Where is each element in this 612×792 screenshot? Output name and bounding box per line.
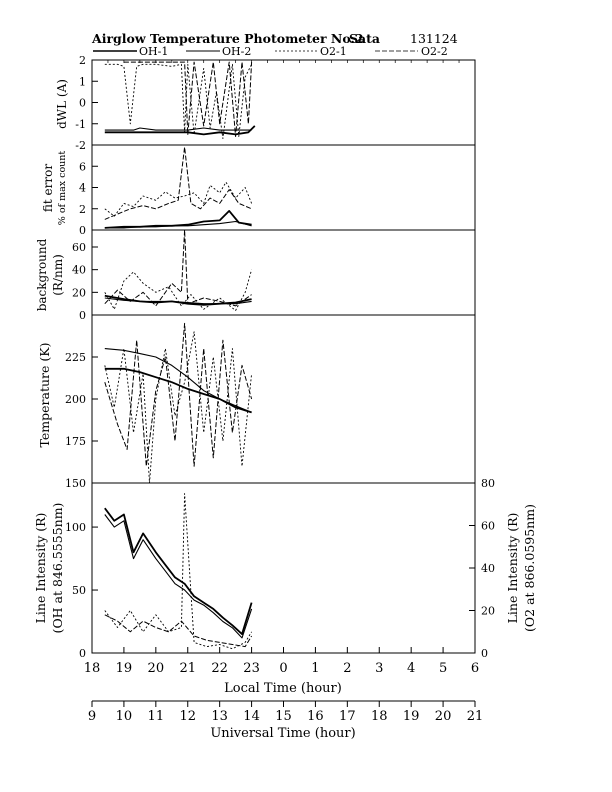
int-ticks-label-0: 100: [65, 521, 86, 534]
ut-tick-label-1: 10: [116, 709, 133, 724]
ut-tick-label-3: 12: [179, 709, 196, 724]
int-axis-sublabel-left: (OH at 846.5555nm): [50, 503, 65, 634]
bg-ticks-label-0: 60: [72, 241, 86, 254]
intensity-series-o21: [104, 493, 252, 650]
local-tick-label-7: 1: [311, 661, 319, 676]
local-tick-label-12: 6: [471, 661, 479, 676]
local-tick-label-0: 18: [84, 661, 101, 676]
int-tick-labels: 100 50 0 80 60 40 20 0: [65, 477, 495, 660]
intensity-series-o22: [104, 614, 253, 648]
int-ticks-label-3: 20: [481, 605, 495, 618]
dwl-ticks-label-2: 0: [79, 97, 86, 110]
temp-ticks-label-3: 150: [65, 477, 86, 490]
legend-label-o22: O2-2: [421, 45, 448, 58]
ut-tick-label-11: 20: [435, 709, 452, 724]
dwl-ticks-label-1: 1: [79, 75, 86, 88]
ut-tick-label-6: 15: [275, 709, 292, 724]
fit-axis-label: fit error: [41, 164, 55, 212]
ut-tick-label-9: 18: [371, 709, 388, 724]
legend-label-o21: O2-1: [320, 45, 347, 58]
x-axes: 18 19 20 21 22 23 0 1 2 3 4 5 69 10 11 12 13 14 15 16 17 18 19…: [84, 60, 484, 724]
fit-ticks-label-1: 4: [79, 182, 86, 195]
local-time-axis-title: Local Time (hour): [224, 681, 342, 696]
local-tick-label-10: 4: [407, 661, 415, 676]
int-axis-sublabel-right: (O2 at 866.0595nm): [522, 504, 537, 632]
local-tick-label-1: 19: [116, 661, 133, 676]
ut-tick-label-7: 16: [307, 709, 324, 724]
background-series-o22: [104, 229, 252, 307]
temp-axis-label: Temperature (K): [37, 343, 52, 448]
legend-label-oh1: OH-1: [139, 45, 168, 58]
dwl-ticks-label-0: 2: [79, 54, 86, 67]
legend-label-oh2: OH-2: [222, 45, 251, 58]
ut-tick-label-4: 13: [211, 709, 228, 724]
local-tick-label-3: 21: [179, 661, 196, 676]
series-layer: [104, 61, 256, 650]
int-ticks-label-1: 50: [72, 584, 86, 597]
ut-axis-title: Universal Time (hour): [210, 726, 355, 741]
local-tick-label-4: 22: [211, 661, 228, 676]
dwl-ticks-label-3: -1: [75, 118, 86, 131]
dwl-series-o22: [123, 61, 253, 137]
dwl-axis-label: dWL (A): [55, 79, 69, 129]
local-tick-label-11: 5: [439, 661, 447, 676]
intensity-series-oh1: [104, 507, 253, 635]
local-tick-label-6: 0: [279, 661, 287, 676]
ut-tick-label-2: 11: [148, 709, 165, 724]
int-axis-label-left: Line Intensity (R): [33, 513, 48, 624]
ut-tick-label-8: 17: [339, 709, 356, 724]
temp-ticks-label-0: 225: [65, 351, 86, 364]
ut-tick-label-10: 19: [403, 709, 420, 724]
plot-frame: [91, 59, 476, 654]
temp-ticks-label-2: 175: [65, 435, 86, 448]
fit-series-oh2: [104, 220, 252, 229]
fit-series-o22: [104, 146, 252, 220]
local-tick-label-8: 2: [343, 661, 351, 676]
temperature-series-o22: [104, 322, 253, 467]
local-tick-label-2: 20: [148, 661, 165, 676]
int-ticks-label-2: 0: [79, 647, 86, 660]
intensity-series-oh2: [104, 514, 253, 639]
dwl-series-o21: [104, 63, 253, 140]
temperature-series-oh2: [104, 348, 252, 413]
bg-axis-label: background: [35, 238, 49, 311]
int-ticks-label-0: 80: [481, 477, 495, 490]
temperature-series-oh1: [104, 367, 252, 414]
bg-ticks-label-3: 0: [79, 309, 86, 322]
int-ticks-label-2: 40: [481, 562, 495, 575]
bg-tick-labels: 60 40 20 0: [72, 241, 98, 322]
fit-ticks-label-0: 6: [79, 160, 86, 173]
dwl-ticks-label-4: -2: [75, 139, 86, 152]
legend: OH-1 OH-2 O2-1 O2-2: [93, 45, 448, 58]
fit-ticks-label-3: 0: [79, 224, 86, 237]
fit-ticks-label-2: 2: [79, 203, 86, 216]
local-tick-label-5: 23: [243, 661, 260, 676]
fit-axis-sublabel: % of max count: [57, 151, 68, 226]
int-ticks-label-1: 60: [481, 520, 495, 533]
bg-ticks-label-2: 20: [72, 286, 86, 299]
ut-tick-label-12: 21: [467, 709, 484, 724]
temp-ticks-label-1: 200: [65, 393, 86, 406]
dwl-tick-labels: 2 1 0 -1 -2: [75, 54, 98, 152]
date-label: 131124: [410, 31, 458, 46]
temp-tick-labels: 225 200 175 150: [65, 351, 98, 490]
int-ticks-label-4: 0: [481, 647, 488, 660]
chart-title: Airglow Temperature Photometer No.2: [91, 31, 364, 46]
bg-ticks-label-1: 40: [72, 264, 86, 277]
local-tick-label-9: 3: [375, 661, 383, 676]
site-name: Sata: [349, 31, 380, 46]
dwl-series-oh2: [104, 127, 252, 131]
bg-axis-sublabel: (R/nm): [51, 254, 65, 296]
ut-tick-label-0: 9: [88, 709, 96, 724]
ut-tick-label-5: 14: [243, 709, 260, 724]
background-series-o21: [104, 269, 253, 311]
fit-tick-labels: 6 4 2 0: [79, 160, 98, 237]
int-axis-label-right: Line Intensity (R): [505, 513, 520, 624]
fit-series-o21: [104, 181, 253, 217]
